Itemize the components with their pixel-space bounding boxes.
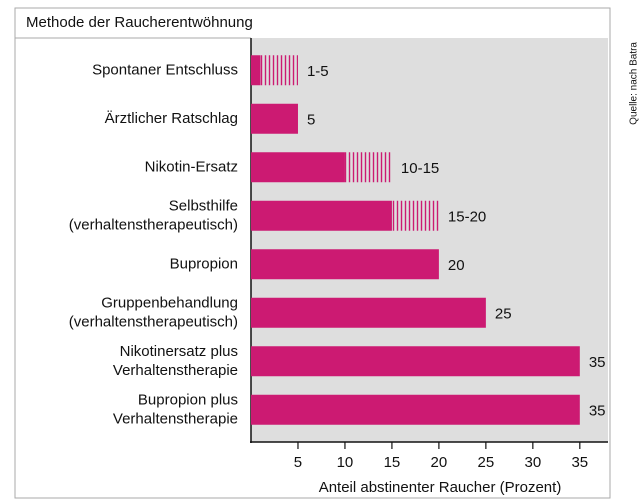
- y-tick-label: Bupropion: [170, 255, 238, 272]
- value-label: 10-15: [401, 160, 439, 177]
- value-label: 15-20: [448, 209, 486, 226]
- y-tick-label: Nikotin-Ersatz: [145, 158, 238, 175]
- y-tick-label: Gruppenbehandlung (verhaltenstherapeutisc…: [69, 294, 238, 330]
- x-tick-label: 30: [524, 454, 541, 471]
- value-label: 25: [495, 306, 512, 323]
- x-tick-label: 20: [431, 454, 448, 471]
- value-label: 35: [589, 354, 606, 371]
- y-tick-label-line: Ärztlicher Ratschlag: [105, 110, 238, 127]
- y-tick-label-line: Selbsthilfe: [169, 197, 238, 214]
- y-tick-label-line: Bupropion: [170, 255, 238, 272]
- value-label: 5: [307, 112, 315, 129]
- value-label: 1-5: [307, 63, 329, 80]
- plot-area: [251, 38, 608, 442]
- chart-title: Methode der Raucherentwöhnung: [26, 14, 253, 31]
- bar: [251, 200, 392, 231]
- y-tick-label-line: Bupropion plus: [138, 391, 238, 408]
- bar: [251, 346, 580, 377]
- x-axis-title: Anteil abstinenter Raucher (Prozent): [319, 479, 562, 496]
- bar: [251, 55, 261, 86]
- x-tick-label: 15: [384, 454, 401, 471]
- value-label: 20: [448, 257, 465, 274]
- frame: [14, 7, 611, 499]
- bar: [251, 152, 345, 183]
- y-tick-label-line: Verhaltenstherapie: [113, 362, 238, 379]
- y-tick-label-line: Verhaltenstherapie: [113, 410, 238, 427]
- range-bar: [260, 55, 298, 86]
- bar: [251, 103, 298, 134]
- y-tick-label: Ärztlicher Ratschlag: [105, 110, 238, 127]
- range-bar: [391, 200, 439, 231]
- bar: [251, 394, 580, 425]
- source: Quelle: nach Batra: [629, 42, 639, 125]
- y-tick-label-line: (verhaltenstherapeutisch): [69, 313, 238, 330]
- x-tick-label: 35: [571, 454, 588, 471]
- y-tick-label: Bupropion plus Verhaltenstherapie: [113, 391, 238, 427]
- x-tick-label: 5: [294, 454, 302, 471]
- y-tick-label: Nikotinersatz plus Verhaltenstherapie: [113, 343, 238, 379]
- y-tick-label: Selbsthilfe (verhaltenstherapeutisch): [69, 197, 238, 233]
- y-tick-label: Spontaner Entschluss: [92, 61, 238, 78]
- y-tick-label-line: Nikotinersatz plus: [120, 343, 238, 360]
- x-tick-label: 25: [478, 454, 495, 471]
- x-tick-label: 10: [337, 454, 354, 471]
- bar: [251, 249, 439, 280]
- y-tick-label-line: Nikotin-Ersatz: [145, 158, 238, 175]
- y-tick-label-line: Gruppenbehandlung: [101, 294, 238, 311]
- y-tick-label-line: (verhaltenstherapeutisch): [69, 216, 238, 233]
- y-tick-label-line: Spontaner Entschluss: [92, 61, 238, 78]
- value-label: 35: [589, 403, 606, 420]
- bar: [251, 297, 486, 328]
- range-bar: [344, 152, 392, 183]
